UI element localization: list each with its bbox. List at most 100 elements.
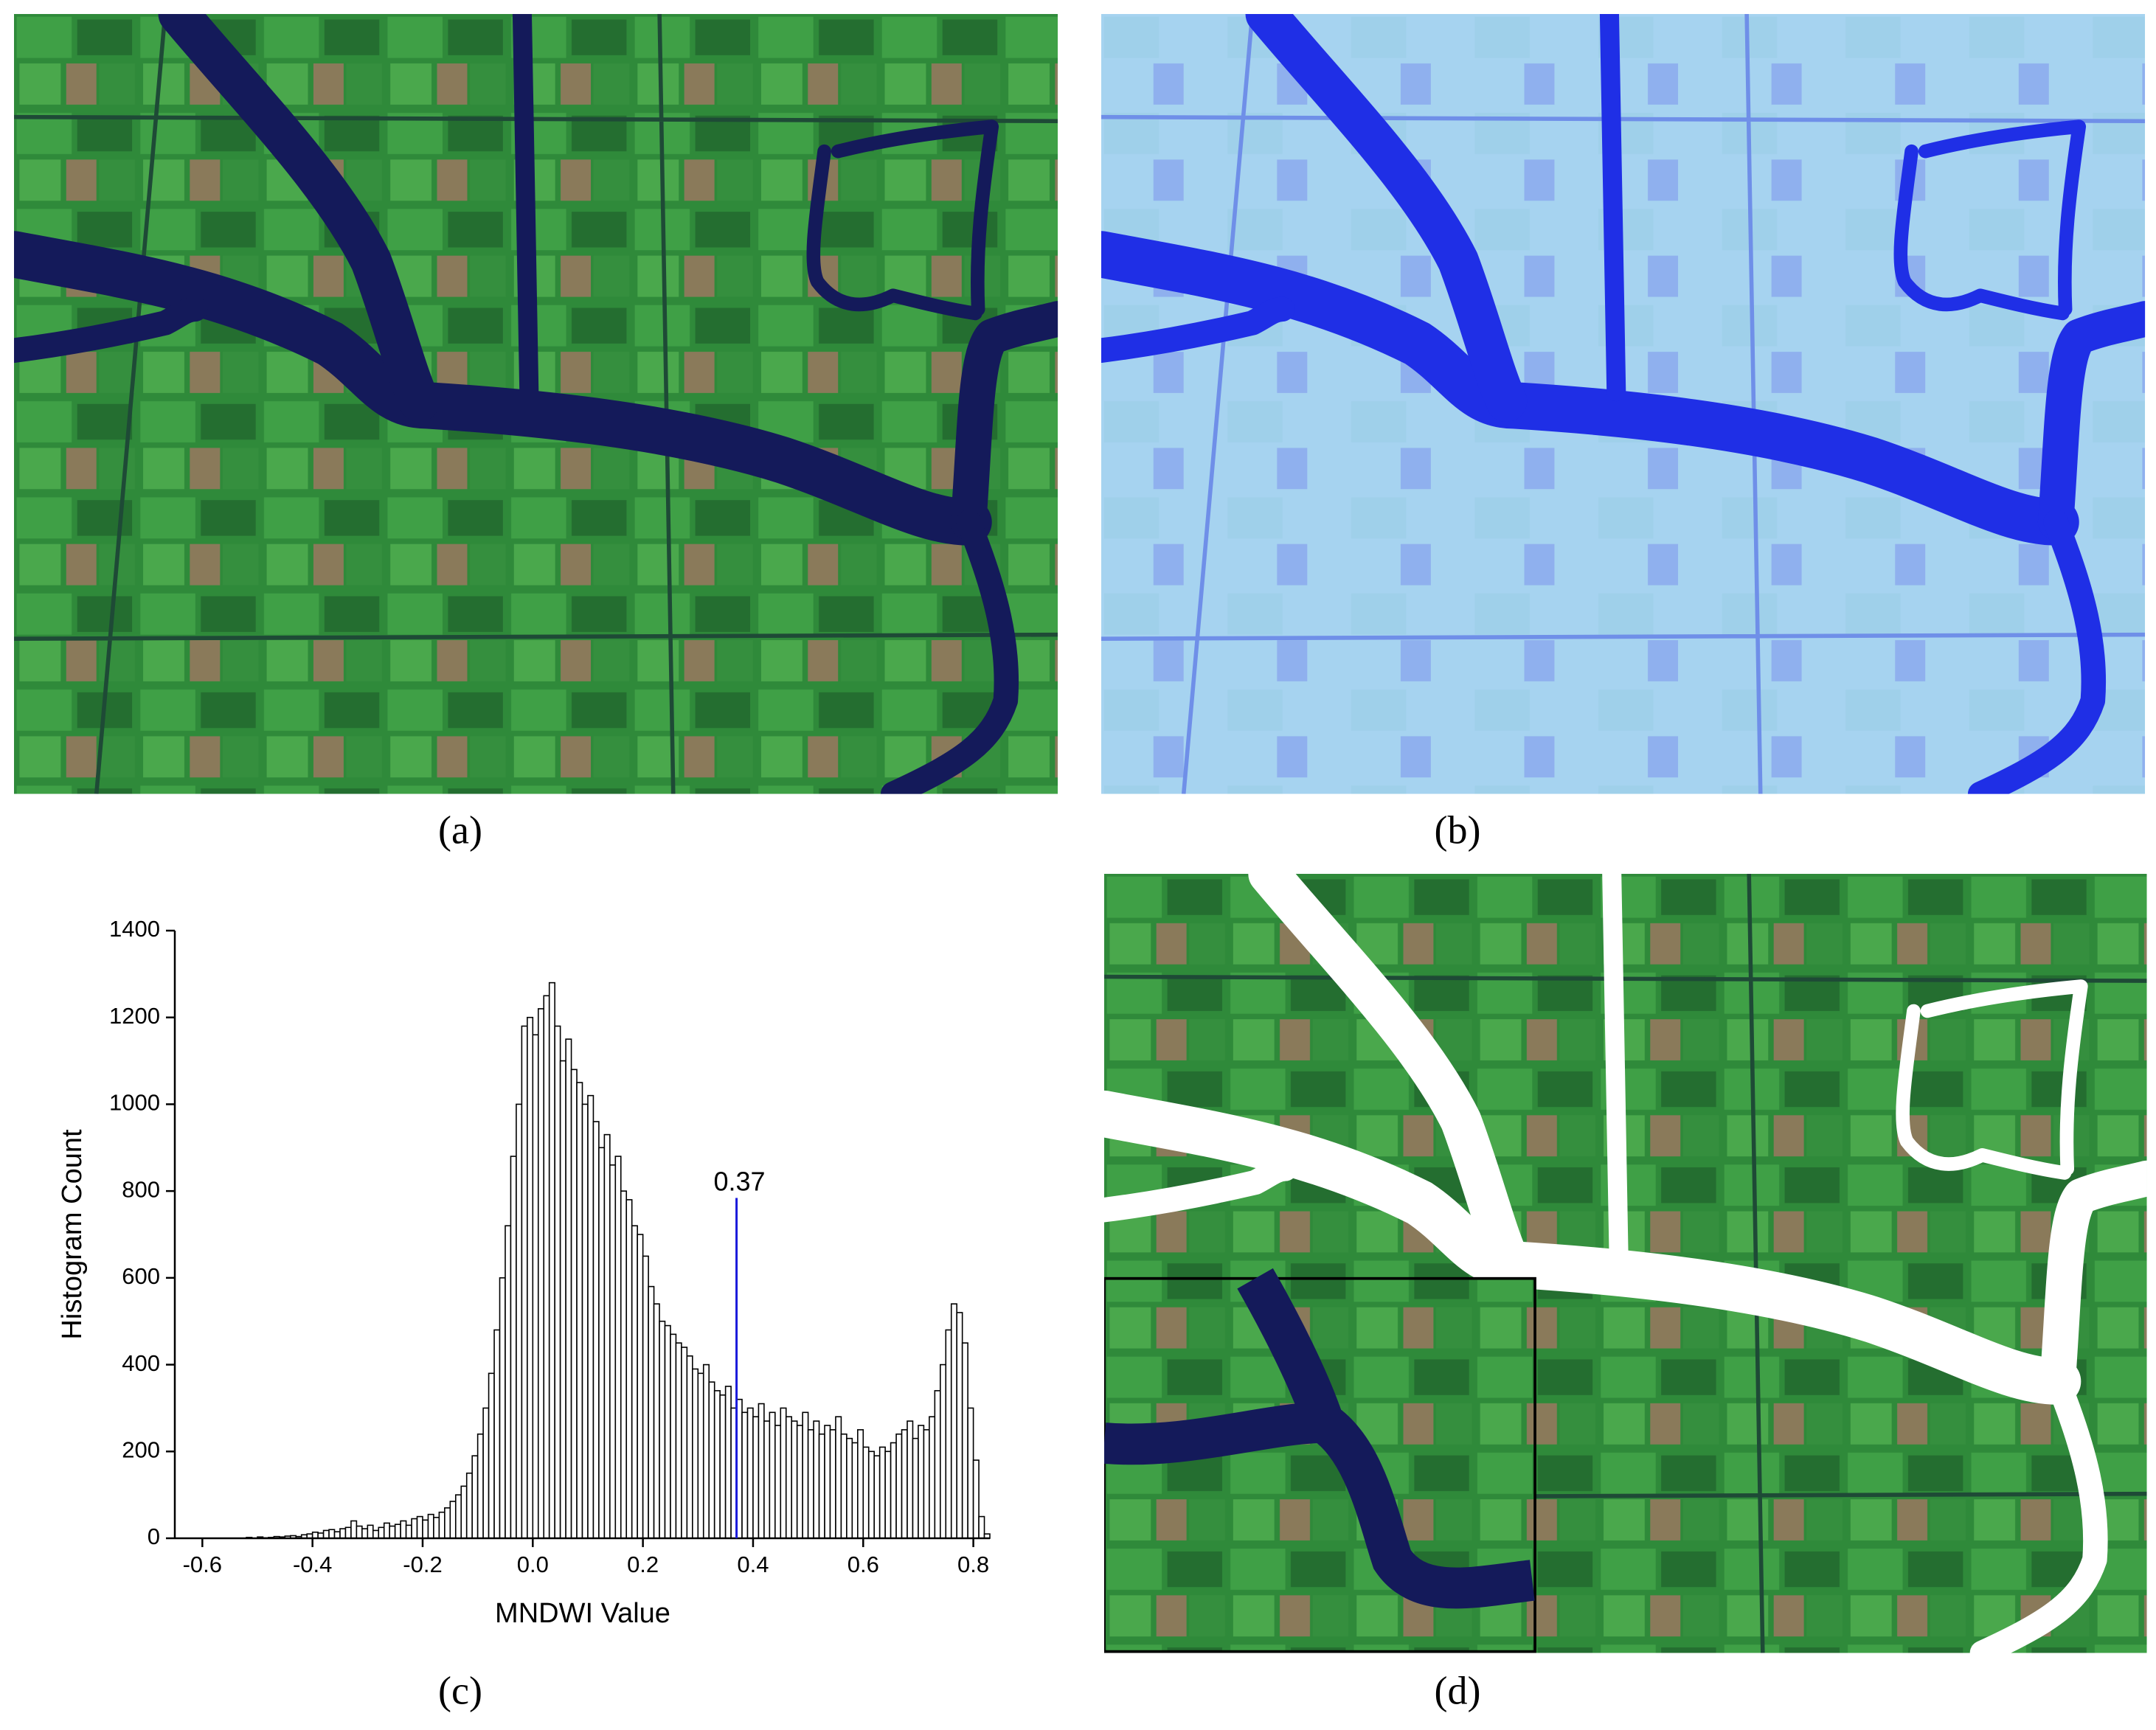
- bar: [912, 1437, 919, 1539]
- bar: [642, 1255, 649, 1539]
- bar: [873, 1455, 881, 1539]
- bar: [840, 1433, 848, 1539]
- bar: [763, 1420, 771, 1539]
- bar: [796, 1425, 803, 1539]
- bar: [961, 1342, 968, 1539]
- bar: [510, 1156, 517, 1539]
- bar: [846, 1437, 853, 1539]
- bar: [972, 1459, 980, 1539]
- bar: [670, 1333, 677, 1539]
- mndwi-image: [1101, 14, 2146, 794]
- y-tick-label: 1200: [109, 1003, 160, 1029]
- threshold-label: 0.37: [714, 1167, 766, 1197]
- bar: [702, 1363, 710, 1539]
- bar: [929, 1416, 936, 1539]
- x-tick-label: 0.2: [627, 1552, 659, 1577]
- bar: [940, 1363, 947, 1539]
- bar: [454, 1494, 462, 1539]
- bar: [620, 1190, 628, 1539]
- bar: [807, 1429, 814, 1539]
- bar: [780, 1407, 787, 1539]
- bar: [785, 1416, 793, 1539]
- bar: [697, 1372, 704, 1539]
- bar: [653, 1303, 660, 1539]
- bar: [802, 1411, 809, 1539]
- panel-label: (c): [438, 1668, 482, 1712]
- bar: [813, 1420, 820, 1539]
- bar: [741, 1411, 749, 1539]
- bar: [378, 1526, 385, 1539]
- bar: [934, 1390, 941, 1539]
- bar: [609, 1164, 617, 1539]
- x-tick-label: 0.4: [737, 1552, 769, 1577]
- bar: [438, 1511, 446, 1539]
- bar: [587, 1094, 595, 1539]
- bar: [537, 1008, 545, 1539]
- y-axis-title: Histogram Count: [57, 1129, 88, 1340]
- bar: [328, 1529, 336, 1539]
- bar: [339, 1528, 347, 1539]
- bar: [361, 1528, 369, 1539]
- bar: [851, 1442, 859, 1539]
- bar: [411, 1518, 418, 1539]
- bar: [372, 1529, 380, 1539]
- panel-label: (d): [1435, 1668, 1481, 1712]
- bar: [603, 1133, 611, 1539]
- bar: [400, 1520, 407, 1539]
- bar: [758, 1403, 765, 1539]
- bar: [774, 1425, 782, 1539]
- y-tick-label: 0: [148, 1524, 160, 1549]
- bar: [857, 1429, 864, 1539]
- bar: [884, 1451, 892, 1539]
- bar: [592, 1121, 600, 1539]
- x-tick-label: -0.4: [293, 1552, 332, 1577]
- bar: [488, 1372, 495, 1539]
- y-tick-label: 600: [122, 1263, 160, 1289]
- water-extraction-image: [1104, 874, 2147, 1653]
- bar: [499, 1277, 506, 1539]
- bar: [862, 1446, 870, 1539]
- bar: [516, 1103, 523, 1539]
- bar: [322, 1529, 330, 1539]
- bar: [493, 1329, 501, 1539]
- bar: [559, 1060, 566, 1539]
- bar: [686, 1355, 693, 1539]
- x-tick-label: -0.2: [403, 1552, 442, 1577]
- bar: [416, 1515, 423, 1539]
- bar: [570, 1069, 578, 1539]
- bar: [581, 1103, 589, 1539]
- bar: [527, 1016, 534, 1539]
- bar: [824, 1425, 831, 1539]
- x-tick-label: -0.6: [183, 1552, 222, 1577]
- bar: [752, 1416, 760, 1539]
- bar: [918, 1425, 925, 1539]
- bar: [465, 1472, 473, 1539]
- bar: [724, 1386, 732, 1539]
- bar: [505, 1225, 512, 1539]
- bar: [548, 982, 555, 1539]
- bar: [460, 1485, 468, 1539]
- inset: [1104, 1268, 1536, 1653]
- bar: [482, 1407, 490, 1539]
- bar: [543, 995, 550, 1539]
- bar: [394, 1524, 401, 1539]
- bar: [631, 1225, 638, 1539]
- bar: [625, 1199, 633, 1539]
- bar: [746, 1407, 754, 1539]
- bar: [532, 1034, 539, 1539]
- bar: [829, 1429, 836, 1539]
- bar: [907, 1420, 914, 1539]
- bar: [835, 1416, 842, 1539]
- bar: [367, 1524, 374, 1539]
- bar: [791, 1420, 798, 1539]
- bar: [565, 1038, 572, 1539]
- panel-labels: (a) (b) (c) (d): [438, 807, 1480, 1712]
- y-tick-label: 1000: [109, 1090, 160, 1116]
- bar: [681, 1347, 688, 1539]
- x-tick-label: 0.6: [848, 1552, 879, 1577]
- bar: [333, 1531, 341, 1539]
- y-tick-label: 400: [122, 1350, 160, 1376]
- bar: [719, 1394, 727, 1539]
- bar: [471, 1455, 479, 1539]
